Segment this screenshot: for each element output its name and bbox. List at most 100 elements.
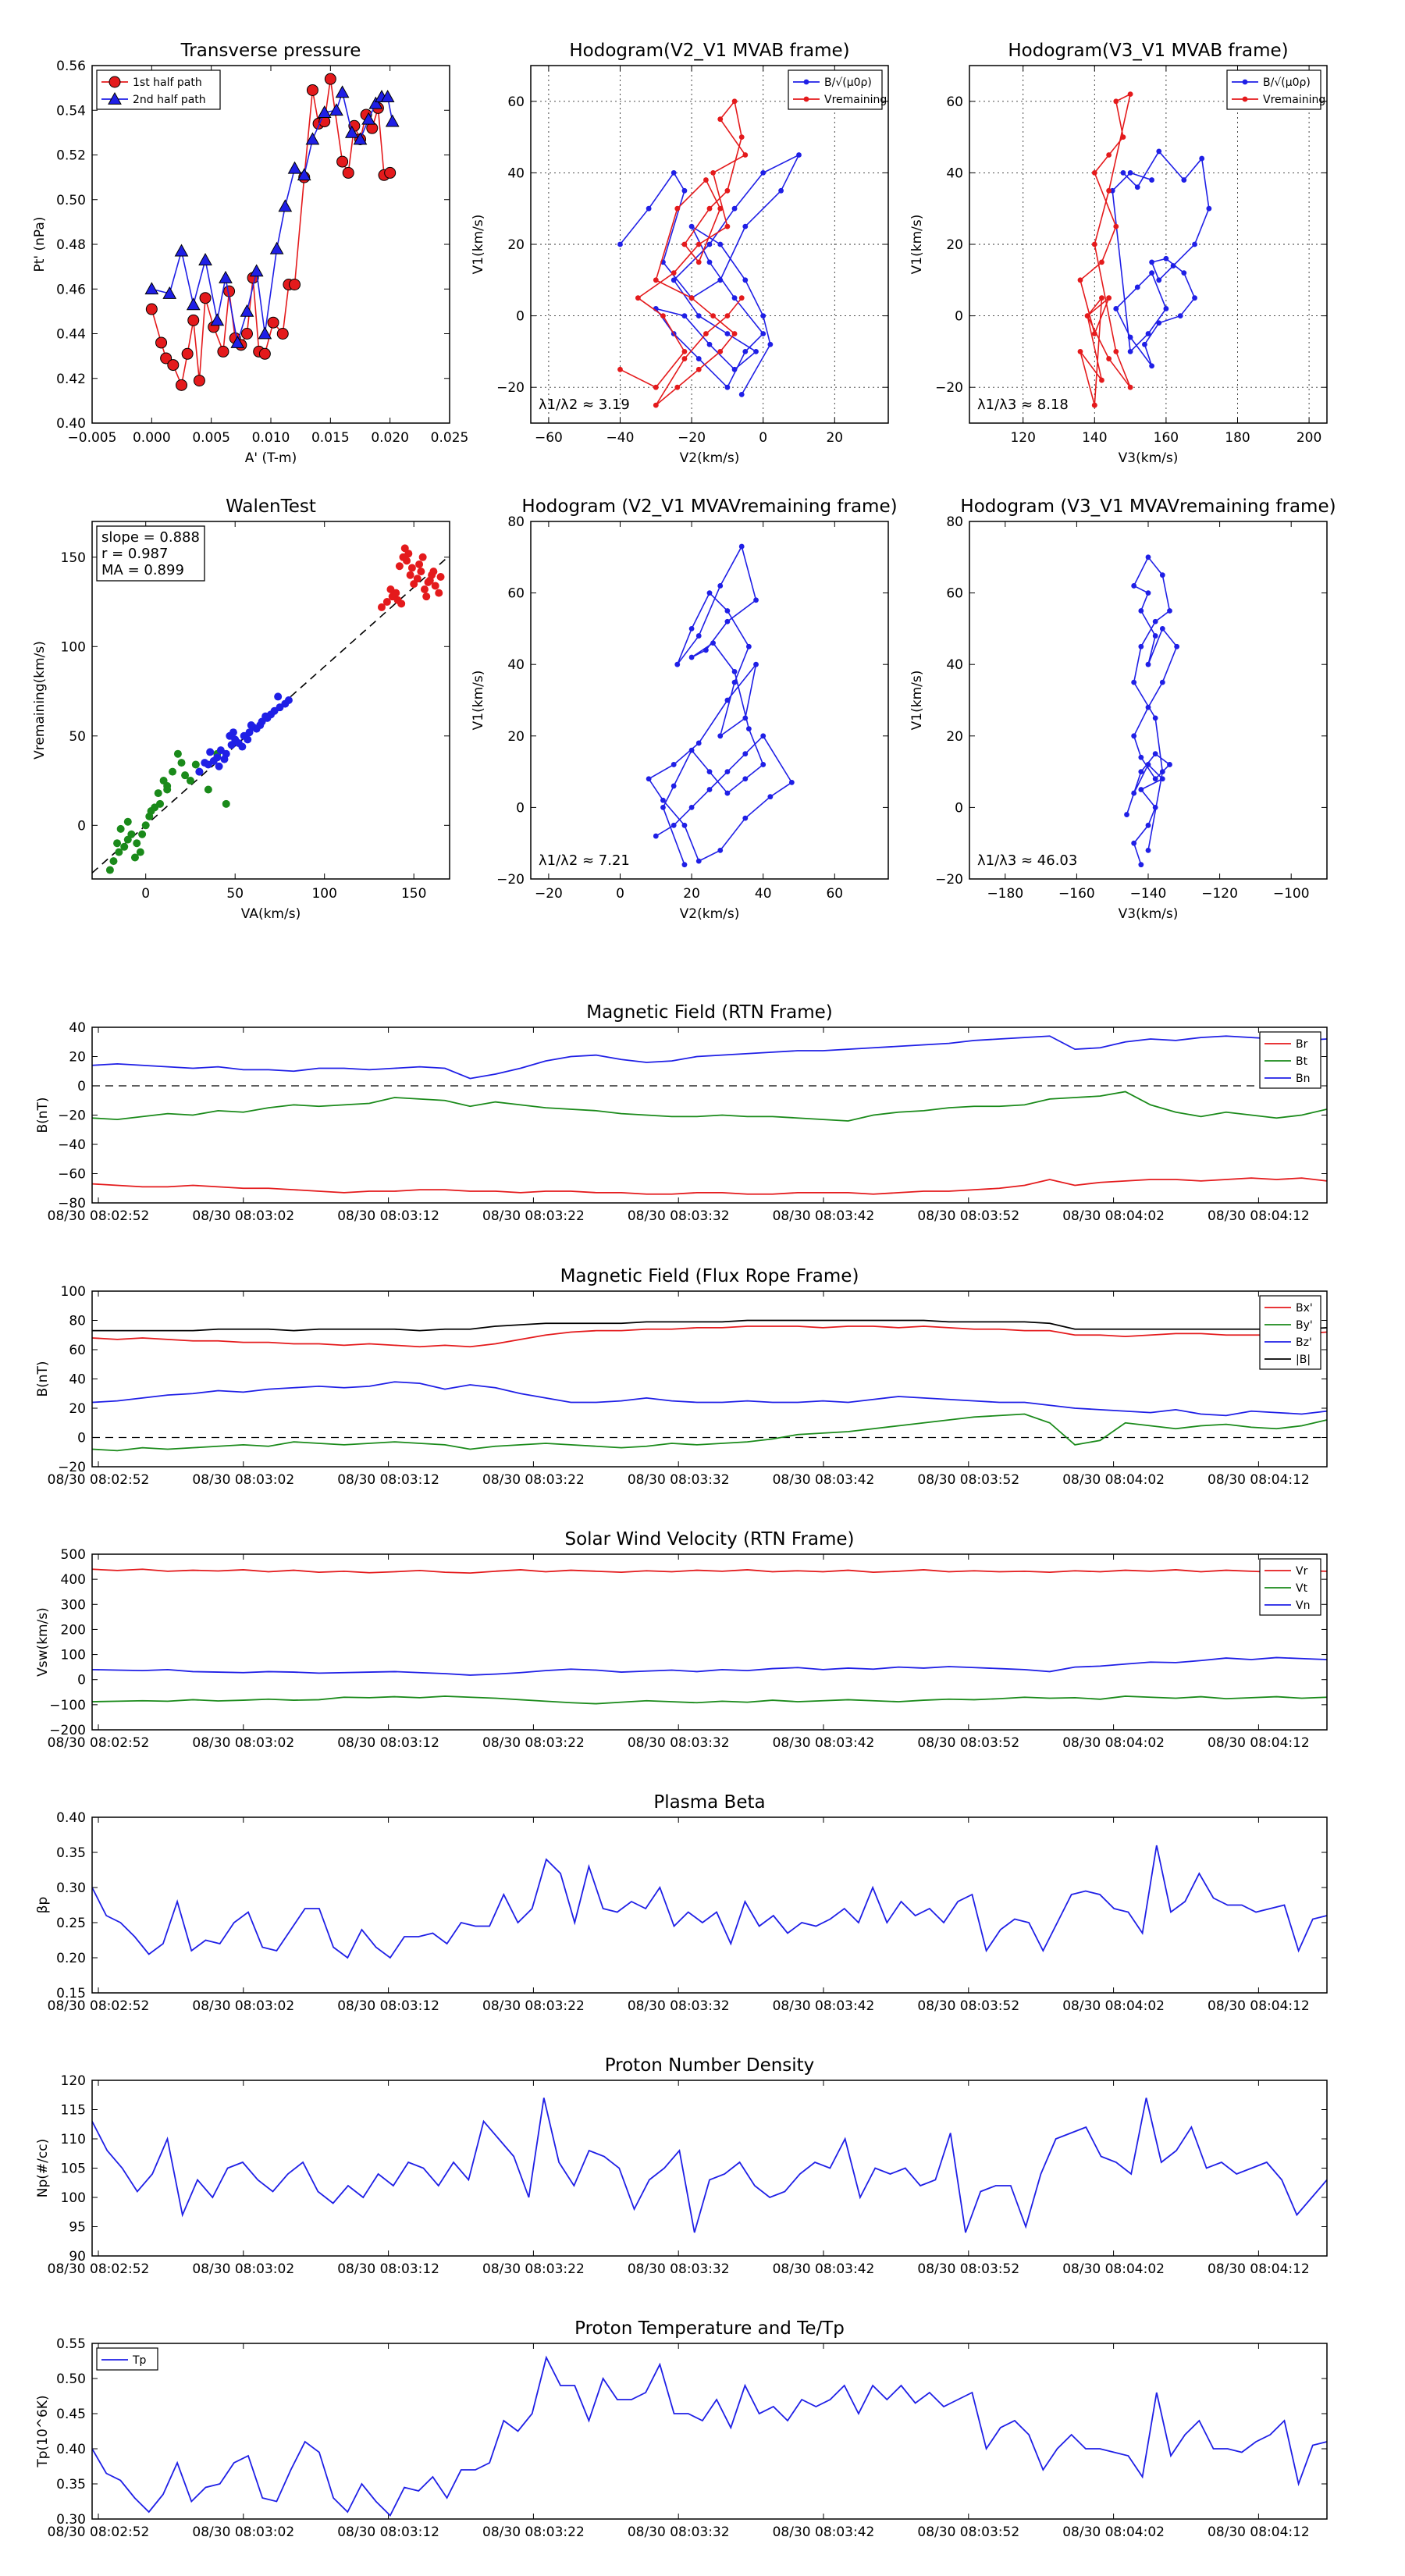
data-point <box>617 241 623 247</box>
data-point <box>1152 805 1158 810</box>
data-point <box>1131 733 1137 739</box>
data-point <box>1174 643 1180 649</box>
data-point <box>1091 331 1097 336</box>
data-point <box>1113 223 1119 229</box>
series-line <box>92 1413 1327 1452</box>
chart-title: Proton Temperature and Te/Tp <box>574 2318 845 2339</box>
plot-area <box>144 73 400 391</box>
plot-area <box>1077 91 1212 408</box>
data-point <box>344 125 359 138</box>
data-point <box>1206 205 1212 212</box>
data-point <box>415 560 424 568</box>
data-point <box>738 391 745 397</box>
data-point <box>1159 572 1165 578</box>
data-point <box>306 84 318 96</box>
series-vt <box>92 1695 1327 1705</box>
data-point <box>222 799 230 808</box>
data-point <box>380 90 395 102</box>
x-tick-label: 0 <box>141 886 150 902</box>
legend-label: Vt <box>1296 1582 1308 1595</box>
legend-label: Vn <box>1296 1599 1310 1612</box>
y-tick-label: 0.42 <box>56 372 86 387</box>
data-point <box>695 356 702 361</box>
x-tick-label: 08/30 08:03:52 <box>917 2524 1019 2540</box>
x-tick-label: 08/30 08:04:12 <box>1208 1735 1310 1751</box>
data-point <box>284 696 293 704</box>
chart-title: Plasma Beta <box>653 1792 765 1813</box>
y-tick-label: 60 <box>69 1343 86 1358</box>
y-tick-label: −20 <box>935 872 963 888</box>
data-point <box>1134 184 1140 190</box>
y-tick-label: 100 <box>61 1648 86 1663</box>
data-point <box>1149 177 1154 183</box>
x-tick-label: 08/30 08:03:42 <box>773 1208 875 1224</box>
x-tick-label: 08/30 08:04:12 <box>1208 1208 1310 1224</box>
data-point <box>1152 776 1158 782</box>
plot-area <box>617 98 802 408</box>
data-point <box>176 379 187 391</box>
data-point <box>201 759 209 767</box>
data-point <box>742 277 749 283</box>
legend-label: Br <box>1296 1038 1308 1051</box>
x-tick-label: 0.025 <box>431 430 469 446</box>
y-tick-label: 0.56 <box>56 59 86 74</box>
plot-area <box>92 1319 1327 1452</box>
y-tick-label: 100 <box>61 1284 86 1300</box>
series-line <box>92 1035 1327 1080</box>
data-point <box>681 822 688 828</box>
data-point <box>198 253 212 265</box>
data-point <box>653 833 659 839</box>
data-point <box>1120 134 1126 141</box>
data-point <box>1152 633 1158 639</box>
legend: Vr Vt Vn <box>1259 1558 1321 1616</box>
legend-label: Vremaining <box>1263 94 1325 106</box>
data-point <box>1138 862 1144 868</box>
data-point <box>670 822 677 828</box>
data-point <box>113 839 122 848</box>
legend: Tp <box>96 2347 158 2371</box>
data-point <box>173 749 182 758</box>
chart-title: Hodogram(V3_V1 MVAB frame) <box>1008 41 1288 61</box>
y-tick-label: 0 <box>77 1079 86 1094</box>
data-point <box>1142 341 1147 347</box>
x-axis-label: V3(km/s) <box>1119 906 1179 922</box>
data-point <box>695 313 702 318</box>
y-tick-label: −100 <box>49 1698 86 1713</box>
plot-area <box>92 544 450 874</box>
x-tick-label: 0.000 <box>133 430 171 446</box>
data-point <box>710 170 716 176</box>
x-tick-label: −20 <box>678 430 706 446</box>
legend-box <box>1259 1558 1321 1616</box>
data-point <box>193 375 205 387</box>
data-point <box>670 783 677 789</box>
y-tick-label: 110 <box>61 2132 86 2147</box>
data-point <box>206 748 215 756</box>
y-tick-label: 80 <box>507 514 525 530</box>
x-axis-label: V2(km/s) <box>680 906 740 922</box>
y-tick-label: 40 <box>946 657 963 673</box>
x-tick-label: 08/30 08:02:52 <box>48 1735 150 1751</box>
data-point <box>177 759 186 767</box>
x-tick-label: 08/30 08:04:02 <box>1062 1472 1165 1488</box>
data-point <box>706 259 713 265</box>
x-tick-label: −100 <box>1273 886 1310 902</box>
series-beta <box>92 1845 1327 1959</box>
plot-area <box>92 1845 1327 1959</box>
data-point <box>778 187 784 194</box>
data-point <box>342 166 354 179</box>
data-point <box>660 805 666 810</box>
ratio-annotation: λ1/λ3 ≈ 46.03 <box>977 852 1077 869</box>
series-bx- <box>92 1325 1327 1348</box>
data-point <box>1181 270 1187 276</box>
data-point <box>731 366 738 372</box>
legend-label: By' <box>1296 1319 1313 1332</box>
data-point <box>760 313 767 318</box>
chart-proton_temp: Proton Temperature and Te/Tp 0.30 0.35 0.40… <box>35 2318 1328 2540</box>
data-point <box>267 316 279 329</box>
data-point <box>681 862 688 868</box>
series-tp <box>92 2355 1327 2517</box>
data-point <box>681 187 688 194</box>
y-tick-label: 0.48 <box>56 237 86 253</box>
chart-mag_rtn: Magnetic Field (RTN Frame) −80 −60 −40 −20 0 2… <box>35 1002 1328 1224</box>
